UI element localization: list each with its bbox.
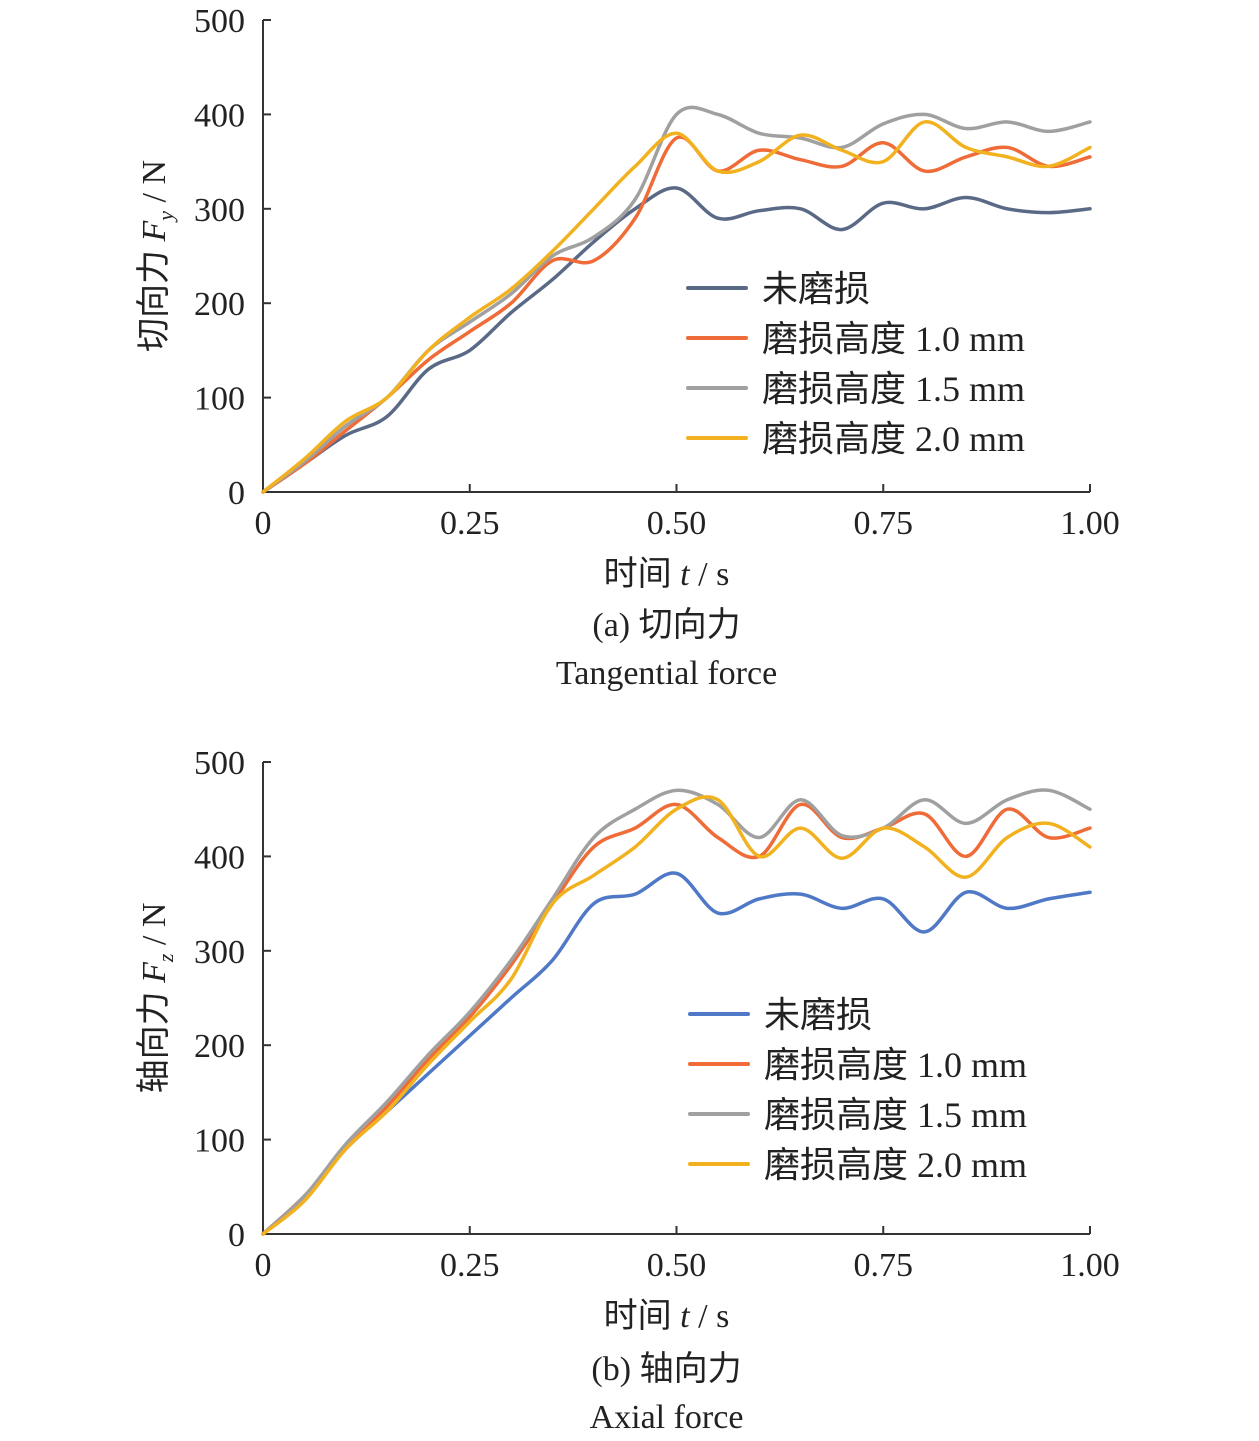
- x-axis-title-main: 时间: [604, 1298, 681, 1335]
- y-axis-title-var: F: [136, 961, 173, 984]
- legend-label: 未磨损: [762, 269, 870, 309]
- caption-cn: (b) 轴向力: [591, 1350, 741, 1388]
- x-axis-title-var: t: [680, 1298, 691, 1335]
- y-tick-label: 300: [194, 934, 245, 971]
- x-axis-title-var: t: [680, 556, 691, 593]
- y-tick-label: 400: [194, 97, 245, 134]
- caption-en: Axial force: [590, 1399, 744, 1436]
- series-line-0: [261, 186, 1092, 494]
- legend-label: 未磨损: [764, 995, 872, 1035]
- x-tick-label: 0: [255, 505, 272, 542]
- y-axis-title-unit: / N: [136, 903, 173, 954]
- x-tick-label: 0.50: [647, 505, 707, 542]
- chart-panel-a: 0 100 200 300 400 500 0 0.25 0.50 0.75 1.00 未磨损磨损高度…: [135, 3, 1120, 692]
- y-axis-title: 切向力 Fy / N: [135, 160, 178, 352]
- y-tick-label: 100: [194, 1123, 245, 1160]
- series-line-0: [261, 871, 1092, 1236]
- y-axis-title-main: 切向力: [135, 242, 173, 353]
- x-tick-label: 0.75: [854, 1247, 914, 1284]
- x-tick-label: 0.50: [647, 1247, 707, 1284]
- x-tick-label: 0.75: [854, 505, 914, 542]
- x-axis-title: 时间 t / s: [604, 1298, 730, 1335]
- series-line-1: [261, 802, 1092, 1236]
- y-tick-label: 400: [194, 839, 245, 876]
- x-axis-title-unit: / s: [690, 1298, 730, 1335]
- y-axis-title: 轴向力 Fz / N: [135, 903, 178, 1094]
- x-tick-label: 0.25: [440, 1247, 500, 1284]
- x-axis-title: 时间 t / s: [604, 556, 730, 593]
- caption-en: Tangential force: [556, 655, 777, 692]
- legend-label: 磨损高度 1.5 mm: [764, 1095, 1027, 1135]
- legend-label: 磨损高度 1.5 mm: [762, 369, 1025, 409]
- y-tick-label: 200: [194, 286, 245, 323]
- series-line-3: [261, 120, 1092, 494]
- y-tick-label: 500: [194, 3, 245, 40]
- chart-panel-b: 0 100 200 300 400 500 0 0.25 0.50 0.75 1.00 未磨损磨损高度…: [135, 745, 1120, 1436]
- y-axis-title-sub: y: [153, 211, 178, 223]
- x-tick-label: 0: [255, 1247, 272, 1284]
- x-tick-label: 0.25: [440, 505, 500, 542]
- y-axis-title-unit: / N: [136, 160, 173, 211]
- x-axis-title-unit: / s: [690, 556, 730, 593]
- series-line-2: [261, 788, 1092, 1236]
- y-tick-label: 300: [194, 192, 245, 229]
- legend-label: 磨损高度 1.0 mm: [762, 319, 1025, 359]
- legend-label: 磨损高度 2.0 mm: [764, 1145, 1027, 1185]
- y-tick-label: 0: [228, 1217, 245, 1254]
- x-axis-title-main: 时间: [604, 556, 681, 593]
- y-axis-title-main: 轴向力: [135, 983, 173, 1094]
- y-tick-label: 500: [194, 745, 245, 782]
- legend-label: 磨损高度 2.0 mm: [762, 419, 1025, 459]
- y-axis-title-sub: z: [153, 953, 178, 963]
- caption-cn: (a) 切向力: [592, 606, 740, 644]
- y-tick-label: 0: [228, 475, 245, 512]
- legend-label: 磨损高度 1.0 mm: [764, 1045, 1027, 1085]
- y-tick-label: 200: [194, 1028, 245, 1065]
- series-line-3: [261, 795, 1092, 1236]
- x-tick-label: 1.00: [1060, 505, 1120, 542]
- y-axis-title-var: F: [136, 220, 173, 243]
- y-tick-label: 100: [194, 381, 245, 418]
- x-tick-label: 1.00: [1060, 1247, 1120, 1284]
